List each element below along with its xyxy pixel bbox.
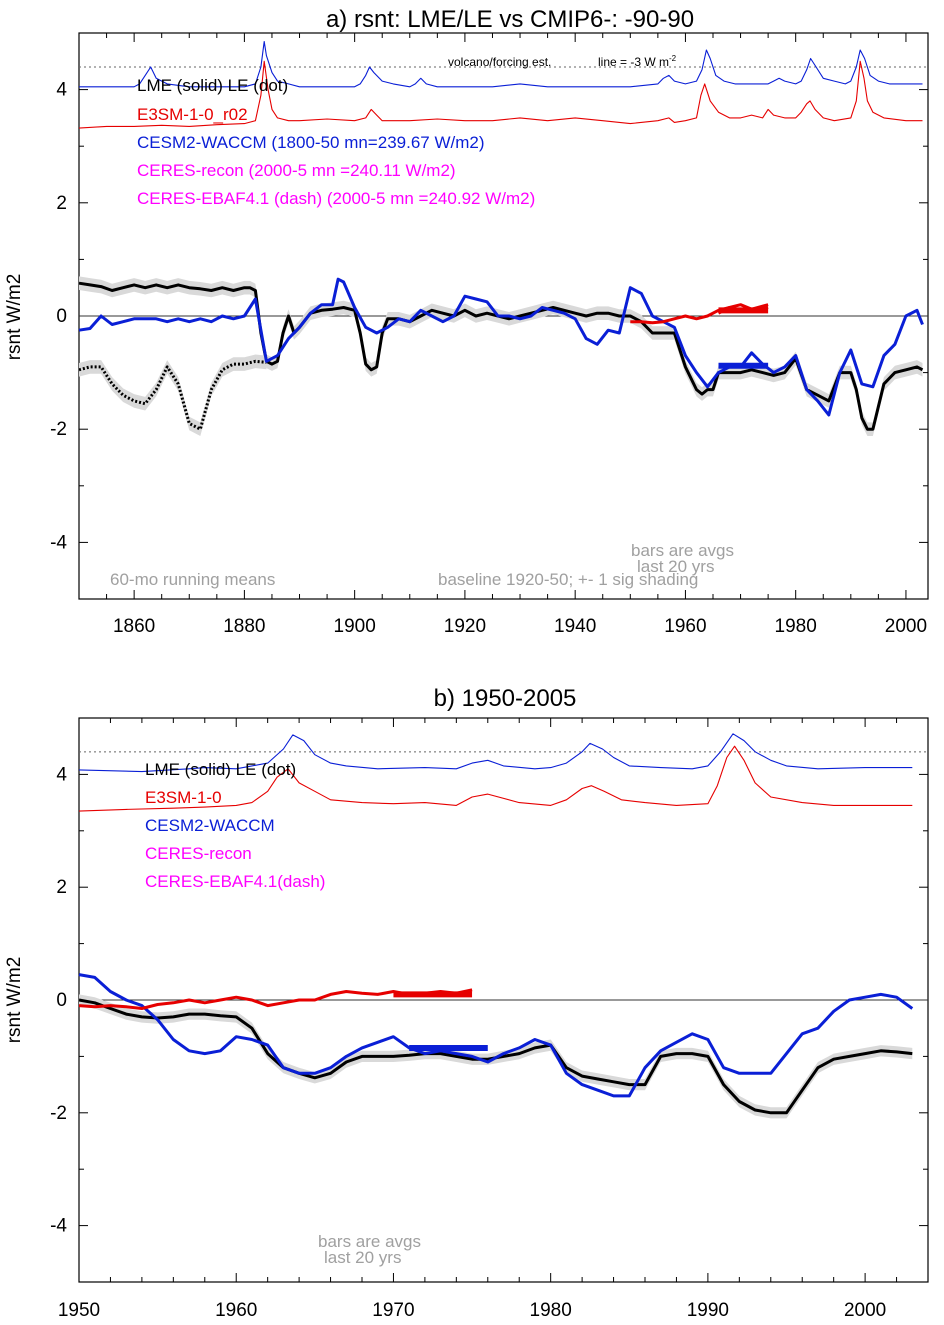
annotation-bars-b-2: last 20 yrs	[324, 1248, 401, 1267]
panel-a-legend: LME (solid) LE (dot) E3SM-1-0_r02 CESM2-…	[137, 76, 535, 208]
legend-b-ceres-ebaf: CERES-EBAF4.1(dash)	[145, 872, 325, 891]
legend-b-e3sm: E3SM-1-0	[145, 788, 222, 807]
x-tick-label: 1900	[334, 616, 376, 637]
series-forcing_e3sm-line	[78, 60, 923, 129]
series-cesm-line	[78, 277, 924, 417]
series-forcing_cesm-line	[78, 733, 913, 773]
series-lme-line	[78, 281, 924, 431]
x-tick-label: 1860	[113, 616, 155, 637]
x-tick-label: 1960	[664, 616, 706, 637]
legend-a-lme: LME (solid) LE (dot)	[137, 76, 288, 95]
annotation-baseline: baseline 1920-50; +- 1 sig shading	[438, 570, 698, 589]
annotation-bars-b-1: bars are avgs	[318, 1232, 421, 1251]
panel-b-legend: LME (solid) LE (dot) E3SM-1-0 CESM2-WACC…	[145, 760, 325, 891]
x-tick-label: 1980	[775, 616, 817, 637]
series-lme-shading	[79, 354, 267, 436]
legend-a-e3sm: E3SM-1-0_r02	[137, 105, 248, 124]
legend-b-ceres-recon: CERES-recon	[145, 844, 252, 863]
series-forcing_cesm-line	[79, 40, 923, 88]
y-tick-label: 0	[56, 990, 67, 1011]
x-tick-label: 1980	[530, 1300, 572, 1321]
y-tick-label: -4	[50, 532, 67, 553]
series-lme-line	[78, 359, 267, 431]
annotation-scale-text: line = -3 W m	[598, 55, 669, 69]
panel-b: b) 1950-2005 rsnt W/m2 -4 -2 0 2 4 1950 1960 19…	[4, 685, 929, 1321]
annotation-bars-a-2: last 20 yrs	[637, 557, 714, 576]
panel-b-ylabel: rsnt W/m2	[4, 957, 25, 1044]
legend-a-ceres-ebaf: CERES-EBAF4.1 (dash) (2000-5 mn =240.92 …	[137, 189, 535, 208]
panel-a: a) rsnt: LME/LE vs CMIP6-: -90-90 rsnt W…	[4, 6, 929, 637]
y-tick-label: -2	[50, 1103, 67, 1124]
y-tick-label: 4	[56, 80, 67, 101]
x-tick-label: 1950	[58, 1300, 100, 1321]
legend-b-cesm: CESM2-WACCM	[145, 816, 275, 835]
y-tick-label: 2	[56, 877, 67, 898]
panel-b-series	[78, 733, 928, 1119]
annotation-bars-a-1: bars are avgs	[631, 541, 734, 560]
y-tick-label: 2	[56, 193, 67, 214]
legend-b-lme: LME (solid) LE (dot)	[145, 760, 296, 779]
panel-a-axes: -4 -2 0 2 4 1860 1880 1900 1920 1940 1960 1980 2000	[50, 32, 929, 637]
annotation-scale-sup: -2	[669, 54, 677, 63]
x-tick-label: 1880	[223, 616, 265, 637]
y-tick-label: -2	[50, 419, 67, 440]
x-tick-label: 1960	[215, 1300, 257, 1321]
panel-a-series	[78, 40, 928, 436]
annotation-running-means: 60-mo running means	[110, 570, 275, 589]
y-tick-label: -4	[50, 1216, 67, 1237]
x-tick-label: 1920	[444, 616, 486, 637]
y-tick-label: 4	[56, 764, 67, 785]
x-tick-label: 2000	[885, 616, 927, 637]
legend-a-cesm: CESM2-WACCM (1800-50 mn=239.67 W/m2)	[137, 133, 485, 152]
series-cesm-line	[78, 973, 914, 1098]
y-tick-label: 0	[56, 306, 67, 327]
x-tick-label: 2000	[844, 1300, 886, 1321]
series-forcing_e3sm-line	[78, 745, 913, 812]
x-tick-label: 1990	[687, 1300, 729, 1321]
x-tick-label: 1940	[554, 616, 596, 637]
panel-b-title: b) 1950-2005	[434, 685, 577, 712]
annotation-volcano: volcano/forcing est.	[448, 55, 551, 69]
x-tick-label: 1970	[372, 1300, 414, 1321]
panel-a-title: a) rsnt: LME/LE vs CMIP6-: -90-90	[326, 6, 694, 33]
legend-a-ceres-recon: CERES-recon (2000-5 mn =240.11 W/m2)	[137, 161, 456, 180]
panel-a-ylabel: rsnt W/m2	[4, 274, 25, 361]
annotation-scale: line = -3 W m-2	[598, 54, 677, 69]
